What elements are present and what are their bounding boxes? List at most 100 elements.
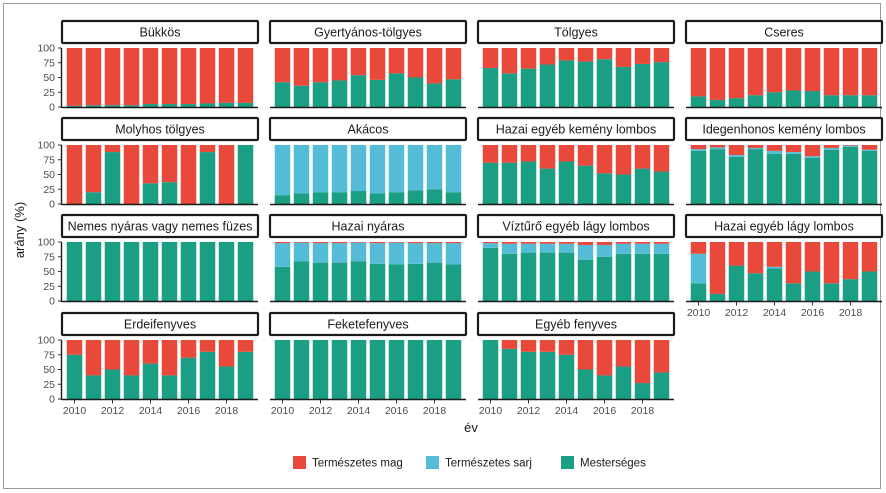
facet-strip-title: Hazai egyéb kemény lombos	[496, 123, 657, 137]
bar-segment-mest	[123, 375, 140, 399]
bar-segment-mag	[85, 145, 102, 193]
bar-segment-mag	[161, 145, 178, 183]
bar-segment-mest	[861, 271, 878, 301]
bar-segment-sarj	[690, 149, 707, 151]
bar-segment-mest	[66, 105, 83, 107]
facet-panel: Hazai egyéb kemény lombos	[476, 116, 676, 206]
facet-strip-title: Nemes nyáras vagy nemes füzes	[68, 220, 253, 234]
x-tick-label: 2010	[687, 307, 711, 319]
bar-segment-mest	[426, 262, 443, 301]
bar-segment-sarj	[407, 145, 424, 191]
x-tick-label: 2010	[479, 405, 503, 417]
bar-segment-mest	[237, 351, 254, 399]
bar-segment-mag	[501, 145, 518, 163]
bar-segment-mest	[615, 366, 632, 399]
y-tick-label: 0	[49, 102, 55, 114]
bar-segment-mag	[709, 242, 726, 294]
bar-segment-mest	[426, 340, 443, 399]
y-tick-label: 0	[49, 296, 55, 308]
bar-segment-mag	[615, 340, 632, 367]
bar-segment-mag	[728, 48, 745, 99]
bar-segment-mag	[766, 145, 783, 151]
bar-segment-mag	[237, 340, 254, 352]
facet-strip	[476, 311, 676, 337]
bar-segment-mag	[85, 340, 102, 376]
bar-segment-mest	[312, 340, 329, 399]
bar-segment-mest	[388, 73, 405, 107]
bar-segment-mag	[653, 48, 670, 63]
bar-segment-sarj	[445, 243, 462, 265]
x-tick-label: 2014	[763, 307, 787, 319]
facet-strip-title: Feketefenyves	[327, 318, 408, 332]
y-tick-label: 0	[49, 199, 55, 211]
bar-segment-mest	[350, 261, 367, 301]
bar-segment-mest	[539, 252, 556, 301]
bar-segment-mag	[577, 145, 594, 166]
bar-segment-mag	[577, 242, 594, 245]
y-tick-label: 75	[43, 57, 55, 69]
bar-segment-mest	[407, 263, 424, 301]
bar-segment-mest	[85, 242, 102, 301]
bar-segment-mest	[823, 283, 840, 301]
bar-segment-mag	[766, 242, 783, 267]
bar-segment-mest	[350, 340, 367, 399]
bar-segment-mest	[804, 271, 821, 301]
y-tick-label: 75	[43, 349, 55, 361]
bar-segment-mag	[218, 145, 235, 204]
y-tick-label: 50	[43, 364, 55, 376]
facet-panel: Tölgyes	[476, 19, 676, 109]
bar-segment-mest	[520, 351, 537, 399]
facet-panel: Nemes nyáras vagy nemes füzes 0 25 50 75 100	[37, 213, 260, 308]
x-tick-label: 2014	[555, 405, 579, 417]
bar-segment-sarj	[709, 147, 726, 150]
y-tick-label: 25	[43, 87, 55, 99]
x-tick-label: 2018	[631, 405, 655, 417]
y-tick-label: 50	[43, 169, 55, 181]
bar-segment-mest	[293, 261, 310, 301]
bar-segment-mest	[274, 195, 291, 204]
bar-segment-mest	[350, 75, 367, 107]
bar-segment-mest	[634, 253, 651, 301]
bar-segment-mest	[596, 173, 613, 204]
bar-segment-mest	[747, 149, 764, 204]
facet-strip-title: Víztűrő egyéb lágy lombos	[502, 220, 649, 234]
bar-segment-mest	[274, 340, 291, 399]
bar-segment-mag	[823, 145, 840, 148]
facet-strip	[268, 311, 468, 337]
bar-segment-mest	[842, 279, 859, 301]
bar-segment-mest	[482, 162, 499, 204]
bar-segment-mag	[104, 340, 121, 370]
bar-segment-mest	[331, 262, 348, 301]
bar-segment-mest	[237, 102, 254, 107]
bar-segment-mest	[85, 192, 102, 204]
bar-segment-mag	[615, 48, 632, 67]
bar-segment-mag	[331, 48, 348, 81]
bar-segment-mag	[520, 242, 537, 244]
bar-segment-mag	[558, 48, 575, 61]
bar-segment-mest	[728, 156, 745, 204]
x-tick-label: 2016	[801, 307, 825, 319]
bar-segment-mag	[596, 145, 613, 174]
bar-segment-mest	[653, 253, 670, 301]
bar-segment-mest	[312, 82, 329, 107]
bar-segment-mest	[85, 375, 102, 399]
bar-segment-mag	[482, 242, 499, 244]
y-tick-label: 0	[49, 394, 55, 406]
bar-segment-mag	[785, 48, 802, 91]
bar-segment-mag	[123, 340, 140, 376]
bar-segment-mest	[482, 340, 499, 399]
bar-segment-mest	[653, 171, 670, 204]
bar-segment-mest	[199, 242, 216, 301]
bar-segment-sarj	[331, 145, 348, 193]
bar-segment-sarj	[312, 145, 329, 193]
bar-segment-mest	[293, 85, 310, 107]
x-tick-label: 2016	[385, 405, 409, 417]
bar-segment-mag	[331, 242, 348, 244]
facet-strip-title: Cseres	[764, 26, 804, 40]
bar-segment-mest	[274, 266, 291, 301]
bar-segment-mest	[501, 253, 518, 301]
bar-segment-mag	[653, 242, 670, 244]
facet-panel: Hazai egyéb lágy lombos 2010 2012 2014 2016 2…	[684, 213, 884, 319]
bar-segment-mag	[350, 242, 367, 243]
